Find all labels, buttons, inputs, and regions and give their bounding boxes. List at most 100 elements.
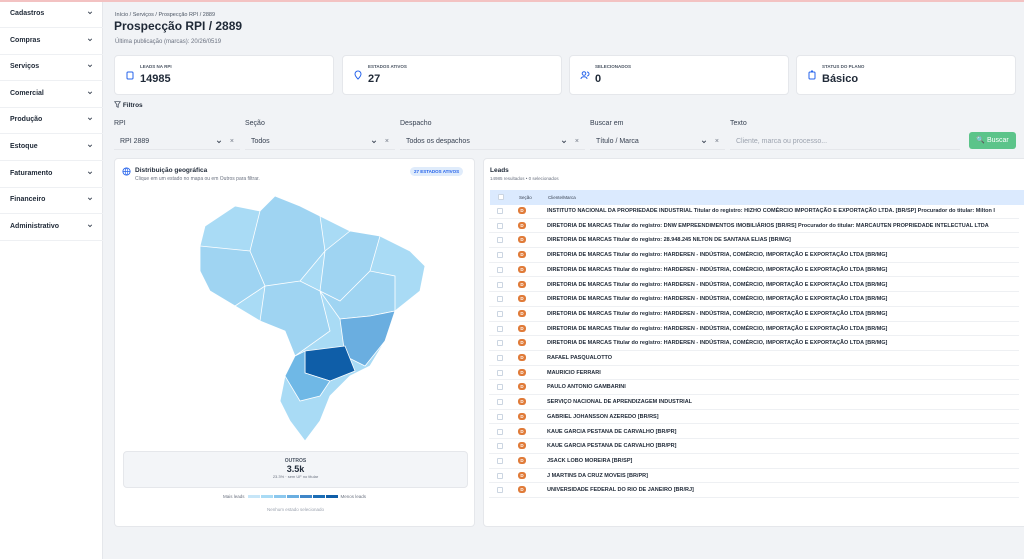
lead-row[interactable]: D DIRETORIA DE MARCAS Titular do registro… [489, 278, 1019, 293]
select-input[interactable]: Todos os despachos × [400, 134, 585, 150]
column-header[interactable]: Seção [519, 195, 532, 200]
lead-client[interactable]: PAULO ANTONIO GAMBARINI [547, 384, 626, 391]
sidebar-item[interactable]: Serviços [0, 55, 103, 82]
lead-client[interactable]: MAURICIO FERRARI [547, 369, 601, 376]
sidebar-label[interactable]: Estoque [10, 143, 38, 150]
row-checkbox[interactable] [497, 428, 503, 435]
lead-row[interactable]: D MAURICIO FERRARI [489, 366, 1019, 381]
clear-button[interactable]: × [384, 138, 389, 145]
others-label[interactable]: OUTROS [284, 458, 307, 464]
sidebar-item[interactable]: Produção [0, 108, 103, 135]
row-checkbox[interactable] [497, 472, 503, 479]
lead-row[interactable]: D DIRETORIA DE MARCAS Titular do registro… [489, 263, 1019, 278]
row-checkbox[interactable] [497, 266, 503, 273]
clear-button[interactable]: × [714, 138, 719, 145]
lead-row[interactable]: D DIRETORIA DE MARCAS Titular do registro… [489, 219, 1019, 234]
lead-client[interactable]: DIRETORIA DE MARCAS Titular do registro:… [547, 340, 888, 347]
lead-client[interactable]: RAFAEL PASQUALOTTO [547, 355, 613, 361]
row-checkbox[interactable] [497, 208, 503, 214]
lead-row[interactable]: D SERVIÇO NACIONAL DE APRENDIZAGEM INDUST… [489, 395, 1019, 410]
sidebar-label[interactable]: Faturamento [10, 169, 53, 177]
lead-row[interactable]: D KAUE GARCIA PESTANA DE CARVALHO [BR/PR] [489, 425, 1019, 440]
others-note[interactable]: 23.3% · sem UF no titular [272, 474, 319, 479]
crumb[interactable]: Serviços [132, 12, 154, 18]
lead-client[interactable]: DIRETORIA DE MARCAS Titular do registro:… [547, 310, 888, 317]
row-checkbox[interactable] [497, 252, 503, 259]
row-checkbox[interactable] [497, 325, 503, 332]
sidebar-label[interactable]: Comercial [10, 89, 44, 97]
lead-client[interactable]: DIRETORIA DE MARCAS Titular do registro:… [547, 237, 791, 244]
select-input[interactable]: Todos × [245, 134, 395, 150]
lead-client[interactable]: KAUE GARCIA PESTANA DE CARVALHO [BR/PR] [547, 428, 677, 435]
lead-row[interactable]: D J MARTINS DA CRUZ MOVEIS [BR/PR] [489, 469, 1019, 484]
lead-client[interactable]: DIRETORIA DE MARCAS Titular do registro:… [547, 296, 888, 303]
text-input[interactable]: Cliente, marca ou processo... [730, 134, 960, 150]
crumb[interactable]: Início [115, 12, 129, 18]
row-checkbox[interactable] [497, 296, 503, 303]
sidebar-item[interactable]: Compras [0, 29, 103, 55]
lead-row[interactable]: D GABRIEL JOHANSSON AZEREDO [BR/RS] [489, 410, 1019, 425]
lead-client[interactable]: J MARTINS DA CRUZ MOVEIS [BR/PR] [547, 472, 648, 479]
lead-row[interactable]: D UNIVERSIDADE FEDERAL DO RIO DE JANEIRO … [489, 483, 1019, 498]
lead-client[interactable]: UNIVERSIDADE FEDERAL DO RIO DE JANEIRO [… [547, 487, 694, 494]
lead-client[interactable]: INSTITUTO NACIONAL DA PROPRIEDADE INDUST… [547, 208, 995, 214]
row-checkbox[interactable] [497, 487, 503, 494]
row-checkbox[interactable] [497, 222, 503, 229]
search-button-label[interactable]: Buscar [986, 137, 1009, 144]
row-checkbox[interactable] [497, 355, 503, 361]
sidebar-item[interactable]: Comercial [0, 82, 103, 108]
select-input[interactable]: Título / Marca × [590, 134, 725, 150]
column-header[interactable]: Cliente/Marca [548, 195, 576, 200]
lead-row[interactable]: D KAUE GARCIA PESTANA DE CARVALHO [BR/PR] [489, 439, 1019, 454]
lead-client[interactable]: DIRETORIA DE MARCAS Titular do registro:… [547, 222, 989, 229]
row-checkbox[interactable] [497, 310, 503, 317]
lead-row[interactable]: D DIRETORIA DE MARCAS Titular do registro… [489, 233, 1019, 249]
row-checkbox[interactable] [497, 369, 503, 376]
lead-row[interactable]: D DIRETORIA DE MARCAS Titular do registro… [489, 336, 1019, 351]
lead-client[interactable]: DIRETORIA DE MARCAS Titular do registro:… [547, 281, 888, 288]
lead-client[interactable]: GABRIEL JOHANSSON AZEREDO [BR/RS] [547, 413, 659, 420]
clear-button[interactable]: × [229, 138, 234, 145]
select-input[interactable]: RPI 2889 × [114, 134, 240, 150]
sidebar-item[interactable]: Administrativo [0, 215, 103, 241]
lead-row[interactable]: D DIRETORIA DE MARCAS Titular do registro… [489, 322, 1019, 337]
lead-client[interactable]: DIRETORIA DE MARCAS Titular do registro:… [547, 266, 888, 273]
sidebar-label[interactable]: Compras [10, 36, 41, 44]
row-checkbox[interactable] [497, 281, 503, 288]
search-button[interactable]: 🔍 Buscar [969, 132, 1016, 149]
sidebar-label[interactable]: Administrativo [10, 222, 60, 230]
row-checkbox[interactable] [497, 399, 503, 406]
brazil-map[interactable] [195, 189, 435, 449]
select-value[interactable]: RPI 2889 [120, 138, 150, 145]
lead-row[interactable]: D DIRETORIA DE MARCAS Titular do registro… [489, 248, 1019, 263]
others-value[interactable]: 3.5k [286, 464, 305, 474]
sidebar-label[interactable]: Produção [10, 116, 43, 124]
row-checkbox[interactable] [497, 443, 503, 450]
lead-client[interactable]: DIRETORIA DE MARCAS Titular do registro:… [547, 252, 888, 259]
sidebar-item[interactable]: Financeiro [0, 188, 103, 215]
lead-client[interactable]: DIRETORIA DE MARCAS Titular do registro:… [547, 325, 888, 332]
lead-client[interactable]: JSACK LOBO MOREIRA [BR/SP] [547, 457, 633, 464]
lead-row[interactable]: D JSACK LOBO MOREIRA [BR/SP] [489, 454, 1019, 469]
sidebar-label[interactable]: Serviços [10, 63, 40, 71]
row-checkbox[interactable] [497, 457, 503, 464]
sidebar-label[interactable]: Cadastros [10, 10, 45, 17]
row-checkbox[interactable] [497, 384, 503, 391]
placeholder[interactable]: Cliente, marca ou processo... [736, 138, 828, 145]
others-box[interactable]: OUTROS 3.5k 23.3% · sem UF no titular [123, 451, 468, 488]
row-checkbox[interactable] [497, 340, 503, 347]
sidebar-item[interactable]: Cadastros [0, 2, 103, 28]
select-value[interactable]: Título / Marca [596, 138, 639, 145]
sidebar-item[interactable]: Faturamento [0, 162, 103, 188]
sidebar-item[interactable]: Estoque [0, 135, 103, 161]
row-checkbox[interactable] [497, 413, 503, 420]
select-value[interactable]: Todos [251, 138, 270, 145]
select-all[interactable] [498, 194, 504, 200]
lead-row[interactable]: D PAULO ANTONIO GAMBARINI [489, 380, 1019, 396]
lead-row[interactable]: D INSTITUTO NACIONAL DA PROPRIEDADE INDUS… [489, 204, 1019, 219]
lead-row[interactable]: D RAFAEL PASQUALOTTO [489, 351, 1019, 366]
lead-client[interactable]: KAUE GARCIA PESTANA DE CARVALHO [BR/PR] [547, 443, 677, 450]
select-value[interactable]: Todos os despachos [406, 138, 470, 145]
lead-row[interactable]: D DIRETORIA DE MARCAS Titular do registro… [489, 307, 1019, 322]
row-checkbox[interactable] [497, 237, 503, 244]
